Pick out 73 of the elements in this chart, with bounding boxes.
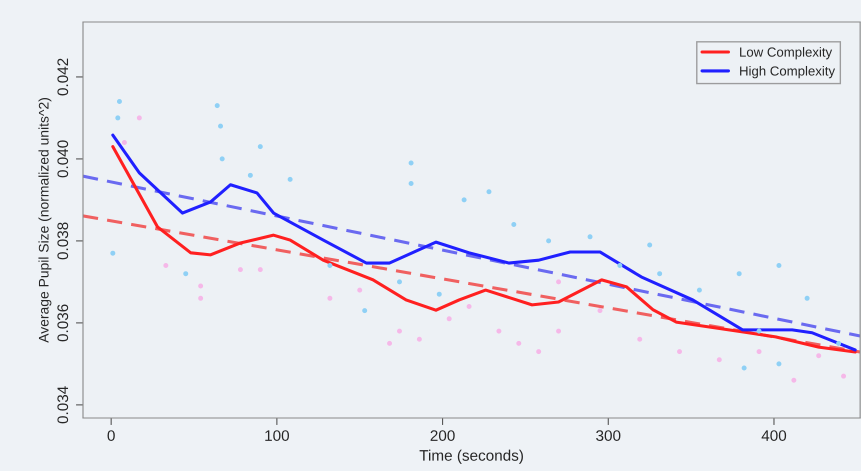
- y-tick-label: 0.038: [57, 222, 68, 260]
- point: [776, 263, 782, 268]
- point: [396, 328, 402, 334]
- point: [756, 328, 762, 334]
- point: [387, 340, 392, 346]
- point: [198, 296, 204, 301]
- point: [466, 304, 472, 309]
- point: [617, 263, 622, 268]
- point: [327, 296, 332, 301]
- point: [776, 361, 782, 366]
- point: [756, 349, 762, 354]
- y-axis-title: Average Pupil Size (normalized units^2): [38, 98, 52, 343]
- point: [647, 242, 652, 248]
- point: [408, 181, 414, 186]
- point: [637, 336, 642, 342]
- x-tick-label: 300: [596, 430, 620, 442]
- point: [214, 103, 220, 108]
- point: [288, 176, 293, 182]
- x-tick-label: 100: [265, 430, 290, 442]
- point: [248, 172, 253, 178]
- point: [446, 316, 452, 322]
- point: [716, 357, 722, 362]
- y-tick-label: 0.034: [57, 386, 68, 424]
- y-tick-label: 0.036: [57, 304, 68, 342]
- point: [258, 267, 263, 272]
- point: [136, 115, 142, 120]
- x-tick-label: 400: [762, 430, 786, 442]
- legend-label: Low Complexity: [740, 47, 832, 60]
- point: [462, 197, 467, 202]
- point: [436, 292, 442, 297]
- point: [546, 238, 552, 244]
- point: [116, 99, 122, 104]
- point: [496, 328, 502, 334]
- x-axis-title: Time (seconds): [420, 450, 523, 464]
- point: [163, 263, 168, 268]
- point: [556, 328, 562, 334]
- point: [836, 340, 842, 346]
- point: [115, 115, 120, 120]
- point: [258, 144, 263, 150]
- point: [238, 267, 243, 272]
- legend-label: High Complexity: [740, 66, 836, 78]
- y-tick-label: 0.040: [57, 140, 68, 178]
- point: [486, 189, 492, 194]
- point: [218, 124, 224, 129]
- point: [677, 349, 682, 354]
- point: [597, 308, 602, 314]
- point: [736, 271, 742, 276]
- point: [396, 279, 402, 284]
- point: [183, 271, 188, 276]
- point: [841, 374, 846, 379]
- point: [816, 353, 822, 358]
- point: [556, 279, 562, 284]
- point: [122, 140, 127, 146]
- point: [536, 349, 542, 354]
- point: [220, 156, 225, 162]
- point: [110, 250, 116, 256]
- y-tick-label: 0.042: [57, 58, 68, 96]
- point: [408, 160, 414, 166]
- point: [357, 288, 362, 293]
- point: [327, 263, 332, 268]
- point: [657, 271, 662, 276]
- point: [362, 308, 368, 314]
- point: [198, 283, 204, 289]
- point: [742, 365, 747, 370]
- point: [791, 378, 796, 383]
- point: [588, 234, 593, 240]
- point: [516, 340, 522, 346]
- x-tick-label: 0: [108, 430, 115, 442]
- point: [416, 336, 422, 342]
- point: [804, 296, 810, 301]
- point: [696, 288, 702, 293]
- point: [511, 222, 516, 228]
- x-tick-label: 200: [430, 430, 455, 442]
